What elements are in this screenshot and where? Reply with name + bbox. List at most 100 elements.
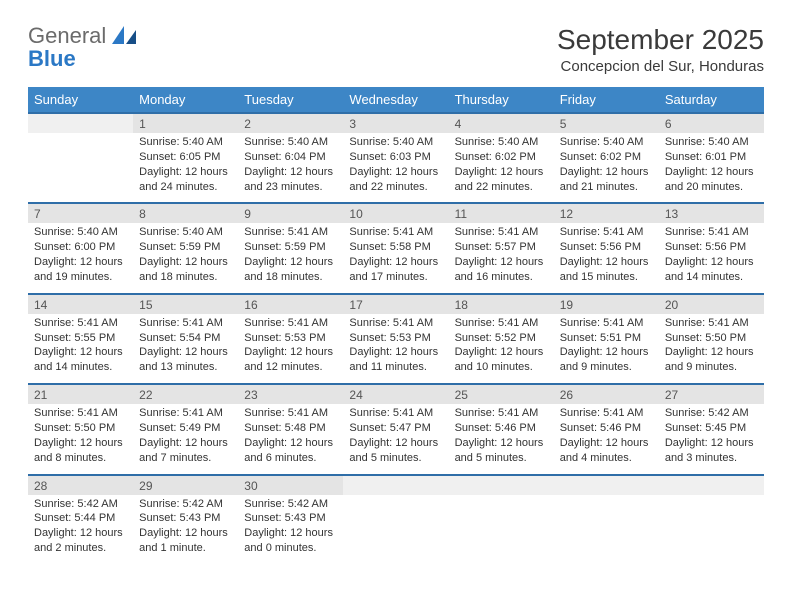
calendar-header-row: SundayMondayTuesdayWednesdayThursdayFrid…	[28, 87, 764, 113]
day-daylight1: Daylight: 12 hours	[34, 436, 127, 451]
day-number-cell: 9	[238, 203, 343, 223]
day-sunset: Sunset: 5:53 PM	[349, 331, 442, 346]
day-sunrise: Sunrise: 5:40 AM	[665, 135, 758, 150]
location: Concepcion del Sur, Honduras	[557, 58, 764, 75]
day-sunrise: Sunrise: 5:41 AM	[34, 316, 127, 331]
day-sunrise: Sunrise: 5:41 AM	[455, 406, 548, 421]
day-sunset: Sunset: 5:58 PM	[349, 240, 442, 255]
day-detail-row: Sunrise: 5:40 AMSunset: 6:00 PMDaylight:…	[28, 223, 764, 293]
day-sunrise: Sunrise: 5:41 AM	[560, 316, 653, 331]
day-number-row: 21222324252627	[28, 384, 764, 404]
day-detail-cell: Sunrise: 5:41 AMSunset: 5:52 PMDaylight:…	[449, 314, 554, 384]
day-daylight1: Daylight: 12 hours	[665, 165, 758, 180]
month-title: September 2025	[557, 24, 764, 56]
day-number: 1	[139, 117, 146, 131]
logo-word2: Blue	[28, 46, 76, 71]
day-sunset: Sunset: 5:46 PM	[560, 421, 653, 436]
day-number: 14	[34, 298, 47, 312]
weekday-header: Sunday	[28, 87, 133, 113]
day-detail-cell: Sunrise: 5:40 AMSunset: 5:59 PMDaylight:…	[133, 223, 238, 293]
day-detail-cell	[449, 495, 554, 564]
day-sunrise: Sunrise: 5:41 AM	[665, 225, 758, 240]
day-sunrise: Sunrise: 5:41 AM	[455, 225, 548, 240]
day-daylight1: Daylight: 12 hours	[455, 255, 548, 270]
day-daylight2: and 13 minutes.	[139, 360, 232, 375]
day-daylight1: Daylight: 12 hours	[244, 345, 337, 360]
day-sunrise: Sunrise: 5:41 AM	[244, 316, 337, 331]
day-detail-cell: Sunrise: 5:41 AMSunset: 5:56 PMDaylight:…	[554, 223, 659, 293]
day-daylight1: Daylight: 12 hours	[34, 255, 127, 270]
day-number: 20	[665, 298, 678, 312]
day-number-cell	[28, 113, 133, 133]
day-daylight1: Daylight: 12 hours	[244, 436, 337, 451]
weekday-header: Friday	[554, 87, 659, 113]
day-sunset: Sunset: 5:59 PM	[244, 240, 337, 255]
day-sunset: Sunset: 6:00 PM	[34, 240, 127, 255]
day-detail-cell: Sunrise: 5:40 AMSunset: 6:01 PMDaylight:…	[659, 133, 764, 203]
day-daylight2: and 18 minutes.	[244, 270, 337, 285]
day-number-cell: 19	[554, 294, 659, 314]
day-daylight2: and 19 minutes.	[34, 270, 127, 285]
day-number-cell: 13	[659, 203, 764, 223]
day-daylight2: and 5 minutes.	[349, 451, 442, 466]
day-number-cell: 5	[554, 113, 659, 133]
day-daylight2: and 18 minutes.	[139, 270, 232, 285]
day-sunrise: Sunrise: 5:40 AM	[244, 135, 337, 150]
day-sunrise: Sunrise: 5:41 AM	[139, 406, 232, 421]
day-number: 28	[34, 479, 47, 493]
day-number-row: 123456	[28, 113, 764, 133]
day-daylight1: Daylight: 12 hours	[139, 345, 232, 360]
day-number-cell: 3	[343, 113, 448, 133]
day-sunrise: Sunrise: 5:40 AM	[349, 135, 442, 150]
day-number: 10	[349, 207, 362, 221]
day-number-row: 14151617181920	[28, 294, 764, 314]
day-number: 26	[560, 388, 573, 402]
day-sunset: Sunset: 6:02 PM	[560, 150, 653, 165]
day-detail-row: Sunrise: 5:40 AMSunset: 6:05 PMDaylight:…	[28, 133, 764, 203]
day-number-row: 78910111213	[28, 203, 764, 223]
day-detail-cell: Sunrise: 5:40 AMSunset: 6:02 PMDaylight:…	[554, 133, 659, 203]
day-detail-cell: Sunrise: 5:41 AMSunset: 5:51 PMDaylight:…	[554, 314, 659, 384]
day-daylight2: and 3 minutes.	[665, 451, 758, 466]
day-sunset: Sunset: 5:59 PM	[139, 240, 232, 255]
day-number-cell: 2	[238, 113, 343, 133]
day-sunrise: Sunrise: 5:41 AM	[560, 225, 653, 240]
day-number: 24	[349, 388, 362, 402]
day-daylight2: and 21 minutes.	[560, 180, 653, 195]
day-number-cell: 20	[659, 294, 764, 314]
day-sunset: Sunset: 5:50 PM	[34, 421, 127, 436]
day-number: 11	[455, 207, 467, 221]
day-detail-row: Sunrise: 5:41 AMSunset: 5:55 PMDaylight:…	[28, 314, 764, 384]
day-number: 4	[455, 117, 462, 131]
day-sunrise: Sunrise: 5:41 AM	[455, 316, 548, 331]
day-detail-cell: Sunrise: 5:40 AMSunset: 6:03 PMDaylight:…	[343, 133, 448, 203]
day-daylight1: Daylight: 12 hours	[349, 255, 442, 270]
day-sunset: Sunset: 5:47 PM	[349, 421, 442, 436]
weekday-header: Saturday	[659, 87, 764, 113]
day-detail-cell	[28, 133, 133, 203]
day-sunrise: Sunrise: 5:41 AM	[34, 406, 127, 421]
day-number: 30	[244, 479, 257, 493]
day-sunset: Sunset: 5:45 PM	[665, 421, 758, 436]
day-number: 5	[560, 117, 567, 131]
day-daylight2: and 9 minutes.	[560, 360, 653, 375]
day-detail-cell: Sunrise: 5:41 AMSunset: 5:59 PMDaylight:…	[238, 223, 343, 293]
day-number-cell: 17	[343, 294, 448, 314]
day-daylight1: Daylight: 12 hours	[34, 345, 127, 360]
day-sunrise: Sunrise: 5:41 AM	[665, 316, 758, 331]
day-sunrise: Sunrise: 5:42 AM	[139, 497, 232, 512]
day-number-cell: 14	[28, 294, 133, 314]
day-sunset: Sunset: 5:57 PM	[455, 240, 548, 255]
day-daylight2: and 10 minutes.	[455, 360, 548, 375]
day-daylight2: and 4 minutes.	[560, 451, 653, 466]
day-daylight2: and 23 minutes.	[244, 180, 337, 195]
title-block: September 2025 Concepcion del Sur, Hondu…	[557, 24, 764, 75]
day-detail-cell: Sunrise: 5:40 AMSunset: 6:02 PMDaylight:…	[449, 133, 554, 203]
day-daylight1: Daylight: 12 hours	[349, 345, 442, 360]
day-number-cell: 11	[449, 203, 554, 223]
day-number: 27	[665, 388, 678, 402]
day-detail-cell: Sunrise: 5:41 AMSunset: 5:58 PMDaylight:…	[343, 223, 448, 293]
day-number-cell: 23	[238, 384, 343, 404]
day-detail-cell: Sunrise: 5:40 AMSunset: 6:04 PMDaylight:…	[238, 133, 343, 203]
day-detail-cell: Sunrise: 5:41 AMSunset: 5:48 PMDaylight:…	[238, 404, 343, 474]
